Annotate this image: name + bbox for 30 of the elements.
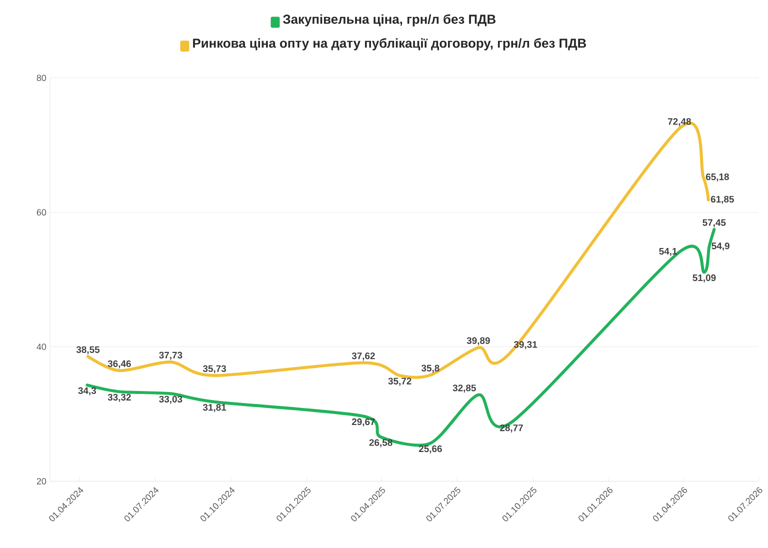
data-label: 39,89	[466, 337, 490, 346]
data-label: 33,03	[159, 396, 182, 404]
data-label: 65,18	[706, 173, 729, 182]
data-label: 54,1	[659, 248, 677, 256]
data-label: 54,9	[712, 242, 730, 251]
data-label: 57,45	[702, 219, 726, 228]
legend-label: Закупівельна ціна, грн/л без ПДВ	[283, 14, 496, 26]
data-label: 29,67	[352, 418, 375, 426]
data-label: 61,85	[710, 196, 734, 204]
data-label: 35,73	[202, 365, 226, 374]
data-label: 36,46	[108, 360, 131, 368]
data-label: 37,73	[159, 352, 182, 360]
data-label: 31,81	[202, 404, 226, 412]
data-label: 38,55	[76, 346, 100, 354]
data-label: 35,72	[388, 378, 412, 386]
y-tick-label: 60	[36, 209, 46, 216]
y-tick-label: 40	[36, 344, 46, 350]
data-label: 72,48	[668, 118, 691, 126]
data-label: 28,77	[500, 424, 523, 432]
data-label: 34,3	[78, 387, 96, 396]
y-tick-label: 20	[36, 478, 46, 484]
data-label: 35,8	[421, 364, 440, 373]
data-label: 51,09	[692, 274, 716, 282]
data-label: 37,62	[352, 352, 375, 361]
data-label: 26,58	[369, 439, 392, 448]
data-label: 32,85	[452, 384, 476, 393]
data-label: 25,66	[418, 445, 442, 454]
data-label: 33,32	[108, 394, 131, 402]
y-tick-label: 80	[36, 74, 46, 81]
legend-label: Ринкова ціна опту на дату публікації договору, грн/л без ПДВ	[193, 38, 586, 50]
